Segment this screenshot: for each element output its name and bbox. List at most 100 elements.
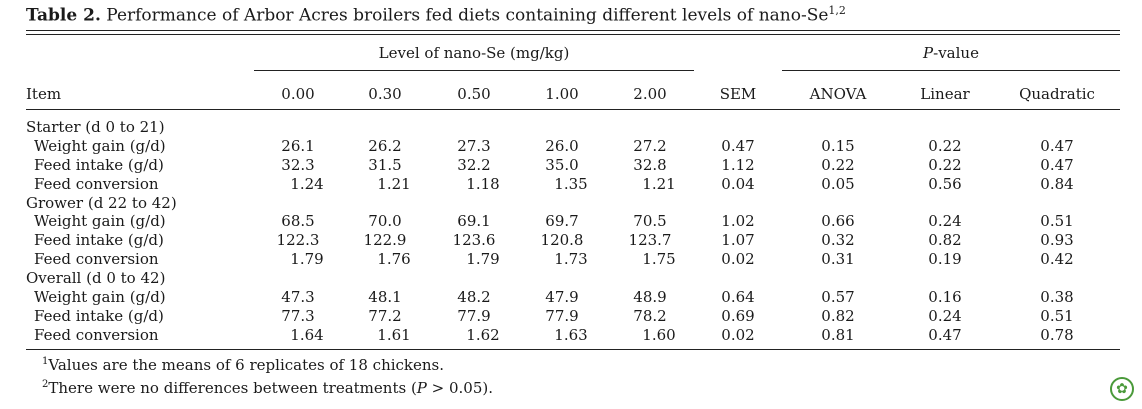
p-value-group-header: P-value (923, 44, 979, 62)
cell-0-30: 77.2 (368, 306, 402, 325)
cell-0-50: 1.62 (466, 325, 500, 344)
cell-1-00: 77.9 (545, 306, 579, 325)
footnote-1: 1Values are the means of 6 replicates of… (42, 356, 444, 374)
cell-1-00: 1.35 (554, 174, 588, 193)
cell-0-50: 69.1 (457, 212, 491, 231)
cell-2-00: 70.5 (633, 212, 667, 231)
column-header-0-50: 0.50 (457, 85, 491, 103)
group-row: Starter (d 0 to 21) (0, 118, 1142, 137)
cell-anova: 0.22 (821, 155, 855, 174)
column-header-linear: Linear (920, 85, 970, 103)
cell-sem: 0.02 (721, 250, 755, 269)
cell-quadratic: 0.51 (1040, 212, 1074, 231)
journal-logo-icon[interactable]: ✿ (1110, 377, 1134, 401)
cell-0-00: 122.3 (276, 231, 320, 250)
cell-1-00: 69.7 (545, 212, 579, 231)
level-group-rule (254, 70, 694, 71)
cell-0-50: 77.9 (457, 306, 491, 325)
footnote-2-italic: P (416, 379, 427, 397)
table-row: Feed conversion 1.24 1.21 1.18 1.35 1.21 0.04 0… (0, 175, 1142, 194)
column-header-sem: SEM (719, 85, 757, 103)
group-label: Overall (d 0 to 42) (26, 269, 166, 288)
cell-0-00: 1.79 (290, 250, 324, 269)
cell-sem: 0.04 (721, 174, 755, 193)
table-row: Feed intake (g/d) 77.3 77.2 77.9 77.9 78.2 0.6… (0, 307, 1142, 326)
group-label: Starter (d 0 to 21) (26, 118, 165, 136)
cell-0-30: 1.76 (377, 250, 411, 269)
cell-0-50: 1.18 (466, 174, 500, 193)
table-row: Feed intake (g/d) 32.3 31.5 32.2 35.0 32.8 1.1… (0, 156, 1142, 175)
cell-linear: 0.24 (928, 306, 962, 325)
cell-anova: 0.81 (821, 325, 855, 344)
header-rule (26, 109, 1120, 110)
level-group-header: Level of nano-Se (mg/kg) (378, 44, 570, 62)
footnote-1-mark: 1 (42, 356, 49, 367)
cell-linear: 0.22 (928, 136, 962, 155)
group-row: Overall (d 0 to 42) (0, 269, 1142, 288)
cell-2-00: 1.60 (642, 325, 676, 344)
table-body: Starter (d 0 to 21) Weight gain (g/d) 26.1… (0, 118, 1142, 345)
cell-linear: 0.82 (928, 231, 962, 250)
table-row: Weight gain (g/d) 68.5 70.0 69.1 69.7 70.5 1.0… (0, 212, 1142, 231)
top-rule-1 (26, 30, 1120, 31)
footnote-2-pre: There were no differences between treatm… (48, 379, 417, 397)
cell-sem: 0.02 (721, 325, 755, 344)
row-label: Weight gain (g/d) (34, 212, 166, 231)
cell-quadratic: 0.47 (1040, 155, 1074, 174)
cell-0-30: 31.5 (368, 155, 402, 174)
cell-quadratic: 0.78 (1040, 325, 1074, 344)
cell-0-00: 47.3 (281, 288, 315, 307)
cell-sem: 1.07 (721, 231, 755, 250)
column-header-1-00: 1.00 (545, 85, 579, 103)
cell-0-30: 70.0 (368, 212, 402, 231)
column-header-0-30: 0.30 (368, 85, 402, 103)
cell-anova: 0.31 (821, 250, 855, 269)
row-label: Feed conversion (34, 325, 159, 344)
table-row: Feed intake (g/d) 122.3 122.9 123.6 120.8 123… (0, 231, 1142, 250)
cell-0-30: 26.2 (368, 136, 402, 155)
column-header-2-00: 2.00 (633, 85, 667, 103)
cell-0-00: 77.3 (281, 306, 315, 325)
cell-quadratic: 0.42 (1040, 250, 1074, 269)
cell-0-50: 27.3 (457, 136, 491, 155)
cell-1-00: 1.73 (554, 250, 588, 269)
cell-anova: 0.66 (821, 212, 855, 231)
cell-quadratic: 0.38 (1040, 288, 1074, 307)
item-header: Item (26, 85, 62, 103)
column-header-anova: ANOVA (809, 85, 867, 103)
footnote-1-text: Values are the means of 6 replicates of … (48, 356, 445, 374)
cell-0-00: 1.64 (290, 325, 324, 344)
cell-linear: 0.22 (928, 155, 962, 174)
cell-0-30: 122.9 (363, 231, 407, 250)
table-title: Performance of Arbor Acres broilers fed … (100, 5, 829, 26)
row-label: Weight gain (g/d) (34, 288, 166, 307)
cell-anova: 0.57 (821, 288, 855, 307)
footnote-2-mark: 2 (42, 379, 49, 390)
p-value-group-rule (782, 70, 1120, 71)
footnote-2-post: > 0.05). (426, 379, 494, 397)
cell-sem: 0.69 (721, 306, 755, 325)
table-row: Weight gain (g/d) 47.3 48.1 48.2 47.9 48.9 0.6… (0, 288, 1142, 307)
cell-linear: 0.47 (928, 325, 962, 344)
table-row: Feed conversion 1.79 1.76 1.79 1.73 1.75 0.02 0… (0, 250, 1142, 269)
cell-2-00: 1.21 (642, 174, 676, 193)
cell-linear: 0.19 (928, 250, 962, 269)
cell-1-00: 1.63 (554, 325, 588, 344)
p-rest: -value (933, 44, 979, 62)
cell-0-30: 1.61 (377, 325, 411, 344)
cell-2-00: 48.9 (633, 288, 667, 307)
cell-anova: 0.82 (821, 306, 855, 325)
row-label: Weight gain (g/d) (34, 136, 166, 155)
cell-2-00: 123.7 (628, 231, 672, 250)
cell-quadratic: 0.93 (1040, 231, 1074, 250)
cell-anova: 0.15 (821, 136, 855, 155)
row-label: Feed conversion (34, 250, 159, 269)
cell-0-00: 32.3 (281, 155, 315, 174)
top-rule-2 (26, 34, 1120, 35)
group-row: Grower (d 22 to 42) (0, 194, 1142, 213)
cell-2-00: 78.2 (633, 306, 667, 325)
cell-0-00: 26.1 (281, 136, 315, 155)
cell-0-30: 48.1 (368, 288, 402, 307)
cell-0-00: 68.5 (281, 212, 315, 231)
cell-0-50: 1.79 (466, 250, 500, 269)
